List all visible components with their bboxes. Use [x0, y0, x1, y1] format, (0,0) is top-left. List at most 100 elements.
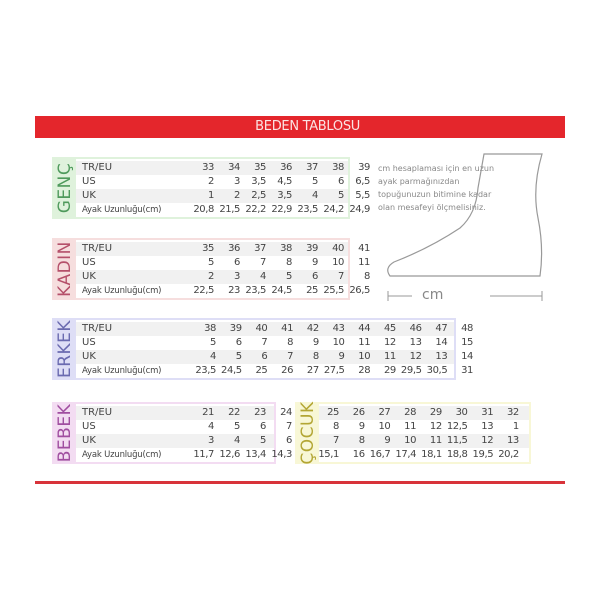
- table-cell: 38: [332, 162, 344, 173]
- table-cell: 5: [286, 271, 292, 282]
- table-cell: 3,5: [251, 176, 266, 187]
- table-cell: 38: [280, 243, 292, 254]
- table-cell: 13: [409, 337, 422, 348]
- page-title-banner: BEDEN TABLOSU: [35, 116, 565, 138]
- size-table-erkek: ERKEK TR/EU 38 39 40 41 42 43 44 45 46 47 48 US 5 6 7 8 9 1…: [52, 318, 473, 380]
- table-cell: 4: [208, 421, 214, 432]
- row-label: Ayak Uzunluğu(cm): [82, 205, 162, 215]
- table-cell: 27,5: [323, 365, 345, 376]
- table-cell: 1: [512, 421, 519, 432]
- table-cell: 24: [280, 407, 292, 418]
- table-cell: 7: [286, 421, 292, 432]
- table-cell: 12,5: [446, 421, 468, 432]
- table-cell: 39: [306, 243, 318, 254]
- table-cell: 4: [210, 351, 216, 362]
- table-cell: 25: [255, 365, 268, 376]
- table-title: ERKEK: [55, 319, 75, 379]
- table-cell: 3: [234, 176, 240, 187]
- table-cell: 9: [312, 257, 318, 268]
- foot-diagram-icon: [387, 153, 543, 301]
- table-cell: 12: [409, 351, 422, 362]
- table-row: Ayak Uzunluğu(cm) 20,8 21,5 22,2 22,9 23,5 24,…: [76, 203, 370, 217]
- table-cell: 23: [254, 407, 266, 418]
- table-cell: 4,5: [277, 176, 292, 187]
- table-title: BEBEK: [55, 403, 75, 463]
- table-cell: 15,1: [318, 449, 339, 460]
- table-cell: 6: [286, 435, 292, 446]
- table-cell: 42: [306, 323, 319, 334]
- table-cell: 4: [234, 435, 240, 446]
- table-row: US 5 6 7 8 9 10 11 12 13 14 15: [76, 336, 473, 350]
- size-table-kadin: KADIN TR/EU 35 36 37 38 39 40 41 US 5 6 7 8 9 10 11 UK 2 3 4…: [52, 238, 370, 300]
- page-title: BEDEN TABLOSU: [255, 119, 360, 134]
- table-cell: 21: [202, 407, 214, 418]
- table-cell: 8: [358, 435, 365, 446]
- table-cell: 24,2: [323, 204, 344, 215]
- table-cell: 5: [208, 257, 214, 268]
- table-cell: 5: [210, 337, 216, 348]
- table-cell: 24,5: [271, 285, 292, 296]
- table-title: GENÇ: [55, 162, 75, 214]
- table-cell: 26: [281, 365, 294, 376]
- table-cell: 7: [260, 257, 266, 268]
- table-row: US 4 5 6 7: [76, 420, 292, 434]
- table-cell: 11: [404, 421, 417, 432]
- table-title-strip: KADIN: [54, 240, 76, 298]
- table-cell: 8: [287, 337, 294, 348]
- table-cell: 35: [254, 162, 266, 173]
- table-cell: 12: [481, 435, 494, 446]
- table-cell: 5: [234, 421, 240, 432]
- table-row: TR/EU 38 39 40 41 42 43 44 45 46 47 48: [76, 322, 473, 336]
- table-cell: 46: [409, 323, 422, 334]
- row-label: Ayak Uzunluğu(cm): [82, 450, 162, 460]
- table-cell: 10: [404, 435, 417, 446]
- table-row: Ayak Uzunluğu(cm) 11,7 12,6 13,4 14,3: [76, 448, 292, 462]
- table-cell: 22,5: [193, 285, 214, 296]
- row-label: TR/EU: [82, 407, 113, 418]
- table-row: UK 4 5 6 7 8 9 10 11 12 13 14: [76, 350, 473, 364]
- table-row: 7 8 9 10 11 11,5 12 13: [319, 434, 529, 448]
- table-title: KADIN: [55, 241, 75, 297]
- row-label: US: [82, 421, 96, 432]
- table-cell: 22,9: [271, 204, 292, 215]
- row-label: TR/EU: [82, 162, 113, 173]
- table-cell: 26,5: [349, 285, 370, 296]
- table-cell: 11: [429, 435, 442, 446]
- table-cell: 12: [429, 421, 442, 432]
- table-cell: 5: [312, 176, 318, 187]
- table-cell: 14,3: [271, 449, 292, 460]
- row-label: TR/EU: [82, 243, 113, 254]
- table-cell: 23,5: [195, 365, 216, 376]
- table-cell: 9: [338, 351, 345, 362]
- table-cell: 10: [378, 421, 391, 432]
- measurement-note: cm hesaplaması için en uzun ayak parmağı…: [378, 164, 495, 212]
- table-cell: 43: [332, 323, 345, 334]
- table-cell: 34: [228, 162, 240, 173]
- table-cell: 10: [332, 337, 345, 348]
- table-cell: 27: [378, 407, 391, 418]
- table-cell: 11,7: [193, 449, 214, 460]
- row-label: UK: [82, 271, 96, 282]
- table-cell: 29,5: [400, 365, 422, 376]
- table-cell: 14: [461, 351, 473, 362]
- table-cell: 4: [260, 271, 266, 282]
- table-cell: 4: [312, 190, 318, 201]
- table-row: 15,1 16 16,7 17,4 18,1 18,8 19,5 20,2: [318, 448, 529, 462]
- table-cell: 5: [260, 435, 266, 446]
- diagram-unit-label: cm: [422, 287, 444, 303]
- table-cell: 33: [202, 162, 214, 173]
- table-cell: 23: [228, 285, 240, 296]
- table-cell: 10: [358, 351, 371, 362]
- table-cell: 2: [234, 190, 240, 201]
- table-cell: 2,5: [251, 190, 266, 201]
- table-cell: 13: [506, 435, 519, 446]
- table-cell: 13: [435, 351, 448, 362]
- table-cell: 20,8: [193, 204, 214, 215]
- table-cell: 16,7: [369, 449, 391, 460]
- table-cell: 1: [208, 190, 214, 201]
- table-cell: 32: [506, 407, 519, 418]
- size-table-cocuk: ÇOCUK 25 26 27 28 29 30 31 32 8 9 10 11 12 12,5 13 1 7 8 9 1…: [295, 401, 531, 465]
- table-cell: 38: [204, 323, 216, 334]
- table-cell: 23,5: [297, 204, 318, 215]
- table-cell: 23,5: [245, 285, 266, 296]
